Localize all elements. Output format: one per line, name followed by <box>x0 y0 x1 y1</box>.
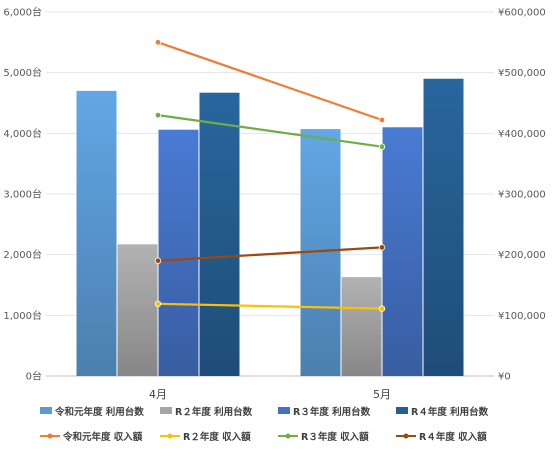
legend-swatch <box>40 407 52 414</box>
legend-marker <box>167 433 173 439</box>
legend: 令和元年度 利用台数 R２年度 利用台数 R３年度 利用台数 R４年度 利用台数令和元… <box>40 406 489 443</box>
left-tick-label: 1,000台 <box>3 309 42 322</box>
line-point <box>154 257 162 264</box>
bar <box>117 244 158 376</box>
legend-marker <box>47 433 53 439</box>
legend-label: R４年度 利用台数 <box>411 406 489 418</box>
line-point <box>154 300 162 308</box>
series-line <box>157 302 383 310</box>
left-tick-label: 3,000台 <box>3 188 42 201</box>
series-line <box>157 246 383 262</box>
legend-label: R４年度 収入額 <box>419 431 487 443</box>
right-tick-label: ¥500,000 <box>498 68 546 79</box>
series-line <box>157 41 383 122</box>
legend-swatch <box>396 407 408 414</box>
right-tick-label: ¥400,000 <box>498 129 546 140</box>
bar-series <box>76 78 464 377</box>
series-line <box>157 114 383 148</box>
left-tick-label: 6,000台 <box>3 6 42 19</box>
legend-label: 令和元年度 利用台数 <box>54 406 144 418</box>
line-point <box>378 305 386 312</box>
bar <box>341 277 382 376</box>
bar <box>76 90 117 376</box>
bar <box>423 78 464 376</box>
bar <box>199 92 240 376</box>
right-tick-label: ¥600,000 <box>498 8 546 19</box>
legend-swatch <box>278 407 290 414</box>
left-tick-label: 5,000台 <box>3 66 42 79</box>
left-tick-label: 2,000台 <box>3 248 42 261</box>
legend-swatch <box>160 407 172 414</box>
right-tick-label: ¥200,000 <box>498 250 546 261</box>
legend-label: R３年度 収入額 <box>301 431 369 443</box>
line-point <box>378 116 386 124</box>
line-series <box>154 39 386 312</box>
legend-marker <box>403 433 409 439</box>
bar <box>158 129 199 376</box>
line-point <box>378 244 386 251</box>
legend-marker <box>285 433 291 439</box>
bar <box>382 127 423 377</box>
right-tick-label: ¥0 <box>498 372 511 383</box>
legend-label: R２年度 利用台数 <box>175 406 253 418</box>
line-point <box>378 143 386 150</box>
line-point <box>154 39 162 46</box>
legend-label: 令和元年度 収入額 <box>62 431 143 443</box>
right-tick-label: ¥100,000 <box>498 311 546 322</box>
x-tick-label: 4月 <box>149 388 167 401</box>
left-tick-label: 0台 <box>26 370 42 383</box>
legend-label: R２年度 収入額 <box>183 431 251 443</box>
right-y-axis: ¥0 ¥100,000 ¥200,000 ¥300,000 ¥400,000 ¥500,0… <box>498 8 546 383</box>
left-y-axis: 0台 1,000台 2,000台 3,000台 4,000台 5,000台 6,000台 <box>3 6 42 383</box>
right-tick-label: ¥300,000 <box>498 190 546 201</box>
x-axis: 4月 5月 <box>149 388 391 401</box>
x-tick-label: 5月 <box>373 388 391 401</box>
left-tick-label: 4,000台 <box>3 127 42 140</box>
legend-label: R３年度 利用台数 <box>293 406 371 418</box>
line-point <box>154 111 162 119</box>
